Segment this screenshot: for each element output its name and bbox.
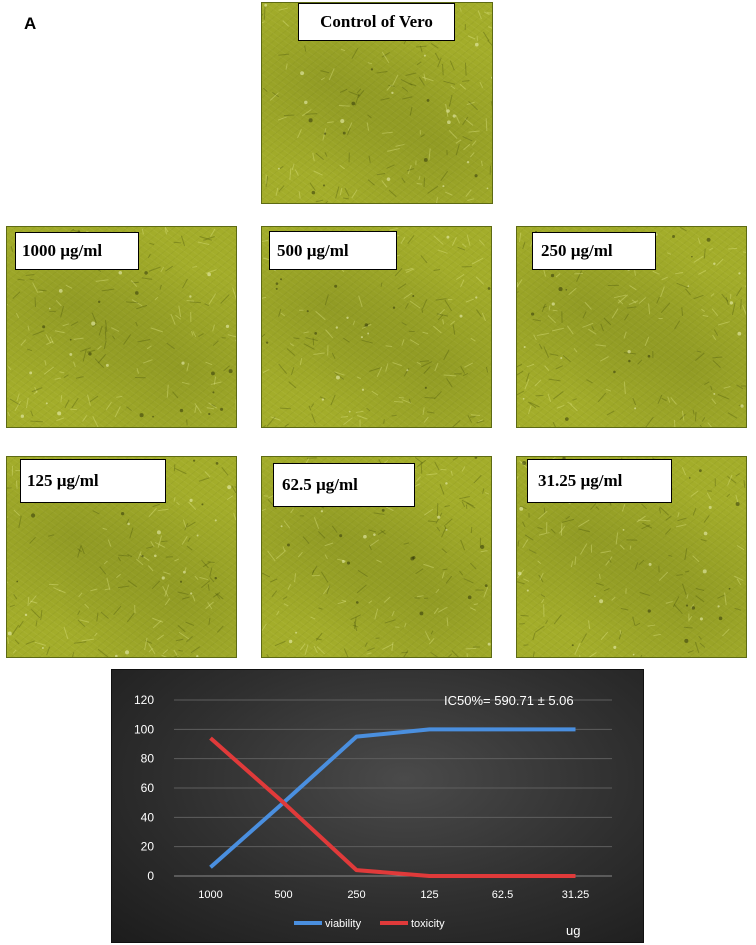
image-label: 31.25 µg/ml (527, 459, 672, 503)
x-tick-label: 250 (347, 889, 365, 901)
y-tick-label: 120 (134, 693, 154, 707)
micrograph-500: 500 µg/ml (261, 226, 492, 428)
y-tick-label: 80 (141, 752, 155, 766)
x-tick-label: 1000 (198, 889, 222, 901)
micrograph-62-5: 62.5 µg/ml (261, 456, 492, 658)
micrograph-31-25: 31.25 µg/ml (516, 456, 747, 658)
x-tick-label: 125 (420, 889, 438, 901)
x-axis-label: ug (566, 923, 580, 938)
micrograph-250: 250 µg/ml (516, 226, 747, 428)
series-line-toxicity (209, 736, 576, 878)
y-tick-label: 100 (134, 722, 154, 736)
legend-label-viability: viability (325, 918, 362, 930)
legend-label-toxicity: toxicity (411, 918, 445, 930)
image-label: 125 µg/ml (20, 459, 166, 503)
y-tick-label: 40 (141, 810, 155, 824)
panel-letter: A (24, 14, 37, 33)
ic50-chart: 0 20 40 60 80 100 120 1000 500 250 125 62.5 31.25 I… (111, 669, 644, 943)
cell-texture (517, 227, 746, 427)
x-tick-label: 31.25 (562, 889, 590, 901)
ic50-annotation: IC50%= 590.71 ± 5.06 (444, 693, 574, 708)
image-label: 250 µg/ml (532, 232, 656, 270)
series-line-viability (209, 727, 576, 869)
image-label: Control of Vero (298, 3, 455, 41)
y-tick-label: 0 (147, 869, 154, 883)
micrograph-125: 125 µg/ml (6, 456, 237, 658)
x-tick-label: 62.5 (492, 889, 513, 901)
y-tick-label: 60 (141, 781, 155, 795)
micrograph-control: Control of Vero (261, 2, 493, 204)
image-label: 62.5 µg/ml (273, 463, 415, 507)
chart-svg: 0 20 40 60 80 100 120 1000 500 250 125 62.5 31.25 I… (134, 693, 612, 938)
image-label: 1000 µg/ml (15, 232, 139, 270)
y-tick-label: 20 (141, 840, 155, 854)
micrograph-1000: 1000 µg/ml (6, 226, 237, 428)
cell-texture (262, 3, 492, 203)
image-label: 500 µg/ml (269, 231, 397, 270)
x-tick-label: 500 (274, 889, 292, 901)
